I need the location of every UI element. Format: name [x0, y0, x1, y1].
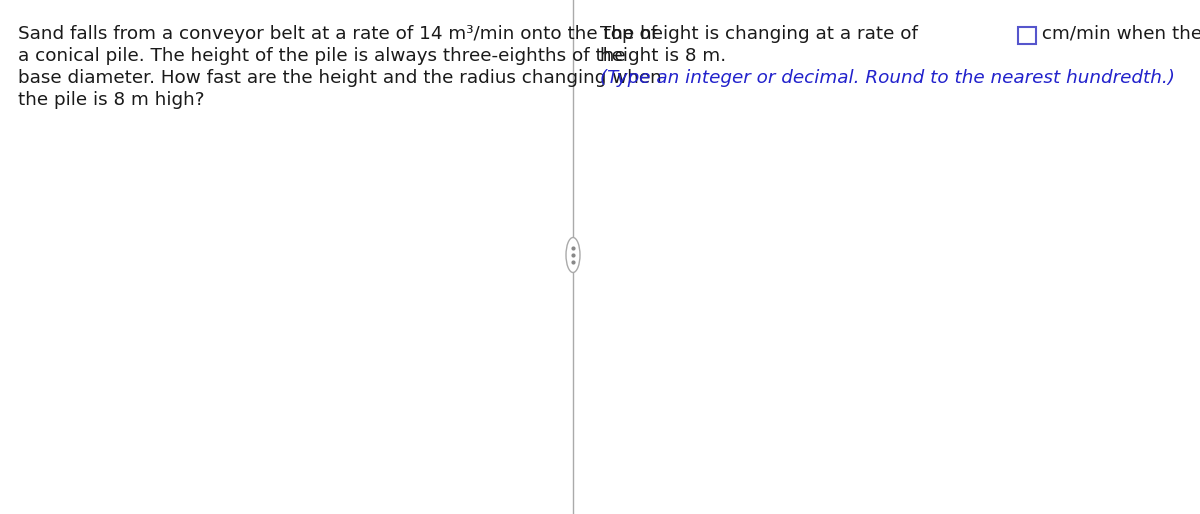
Text: cm/min when the: cm/min when the — [1036, 25, 1200, 43]
Text: a conical pile. The height of the pile is always three-eighths of the: a conical pile. The height of the pile i… — [18, 47, 625, 65]
FancyBboxPatch shape — [1018, 27, 1036, 44]
Text: the pile is 8 m high?: the pile is 8 m high? — [18, 91, 204, 109]
Text: base diameter. How fast are the height and the radius changing when: base diameter. How fast are the height a… — [18, 69, 661, 87]
Text: The height is changing at a rate of: The height is changing at a rate of — [600, 25, 924, 43]
Ellipse shape — [566, 237, 580, 272]
Text: (Type an integer or decimal. Round to the nearest hundredth.): (Type an integer or decimal. Round to th… — [600, 69, 1175, 87]
Text: height is 8 m.: height is 8 m. — [600, 47, 726, 65]
Text: Sand falls from a conveyor belt at a rate of 14 m³/min onto the top of: Sand falls from a conveyor belt at a rat… — [18, 25, 658, 43]
